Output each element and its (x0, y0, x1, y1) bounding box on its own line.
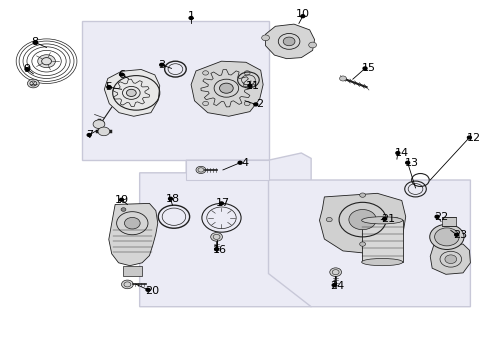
Circle shape (220, 202, 223, 205)
Text: 23: 23 (454, 230, 467, 240)
Circle shape (326, 217, 332, 222)
Circle shape (120, 73, 123, 76)
Circle shape (38, 55, 55, 68)
Circle shape (203, 71, 209, 75)
Text: 11: 11 (245, 81, 259, 91)
Polygon shape (109, 203, 158, 266)
Circle shape (25, 68, 29, 71)
Circle shape (445, 255, 457, 264)
Circle shape (87, 134, 91, 136)
Text: 22: 22 (434, 212, 448, 222)
Circle shape (189, 17, 193, 19)
Circle shape (169, 197, 172, 200)
Text: 20: 20 (145, 286, 159, 296)
Circle shape (244, 71, 250, 75)
Circle shape (360, 193, 366, 197)
Circle shape (203, 101, 209, 105)
Circle shape (435, 215, 439, 218)
Circle shape (283, 37, 295, 46)
Circle shape (160, 63, 164, 66)
Text: 18: 18 (166, 194, 179, 204)
Circle shape (393, 217, 399, 222)
Polygon shape (319, 193, 406, 253)
Bar (122, 266, 142, 276)
Text: 3: 3 (158, 60, 165, 70)
Circle shape (430, 224, 464, 249)
Text: 12: 12 (467, 132, 481, 143)
Bar (82, 21, 269, 160)
Text: 19: 19 (115, 195, 128, 205)
Circle shape (220, 83, 233, 93)
Circle shape (107, 86, 111, 89)
Circle shape (309, 42, 317, 48)
Polygon shape (266, 24, 315, 59)
Circle shape (467, 136, 471, 139)
Text: 13: 13 (405, 158, 418, 168)
Circle shape (238, 161, 242, 164)
Circle shape (244, 101, 250, 105)
Circle shape (330, 268, 342, 276)
Bar (186, 160, 269, 180)
Circle shape (301, 15, 305, 18)
Text: 9: 9 (24, 64, 30, 74)
Text: 4: 4 (242, 158, 248, 168)
Bar (243, 84, 254, 86)
Polygon shape (104, 69, 160, 116)
Text: 5: 5 (105, 82, 112, 92)
Ellipse shape (362, 258, 403, 266)
Circle shape (383, 217, 387, 220)
Text: 10: 10 (296, 9, 310, 19)
Circle shape (435, 228, 459, 246)
Text: 8: 8 (32, 37, 39, 48)
Circle shape (33, 41, 37, 44)
Circle shape (349, 210, 376, 230)
Circle shape (248, 84, 252, 87)
Circle shape (340, 76, 346, 81)
Text: 2: 2 (256, 99, 263, 109)
Text: 16: 16 (213, 245, 226, 255)
Bar (442, 217, 456, 226)
Circle shape (360, 242, 366, 246)
Circle shape (124, 217, 140, 229)
Text: 6: 6 (118, 69, 125, 80)
Circle shape (121, 208, 126, 211)
Circle shape (332, 284, 336, 287)
Circle shape (262, 35, 270, 41)
Polygon shape (269, 180, 470, 307)
Circle shape (146, 288, 150, 291)
Circle shape (215, 248, 219, 251)
Text: 14: 14 (395, 148, 409, 158)
Circle shape (27, 79, 39, 88)
Text: 15: 15 (362, 63, 375, 73)
Polygon shape (430, 244, 470, 274)
Polygon shape (191, 61, 263, 116)
Circle shape (93, 120, 105, 129)
Circle shape (122, 280, 133, 289)
Text: 1: 1 (188, 11, 195, 21)
Text: 21: 21 (381, 214, 395, 224)
Polygon shape (362, 220, 403, 262)
Polygon shape (140, 153, 311, 307)
Circle shape (120, 198, 123, 201)
Ellipse shape (362, 217, 403, 224)
Circle shape (363, 67, 367, 70)
Circle shape (126, 89, 136, 96)
Text: 24: 24 (330, 281, 344, 291)
Circle shape (396, 152, 400, 154)
Text: 7: 7 (86, 130, 93, 140)
Text: 17: 17 (216, 198, 230, 208)
Circle shape (254, 103, 258, 106)
Circle shape (98, 127, 110, 136)
Circle shape (211, 233, 222, 241)
Circle shape (455, 233, 459, 236)
Circle shape (406, 161, 410, 164)
Circle shape (196, 166, 206, 174)
